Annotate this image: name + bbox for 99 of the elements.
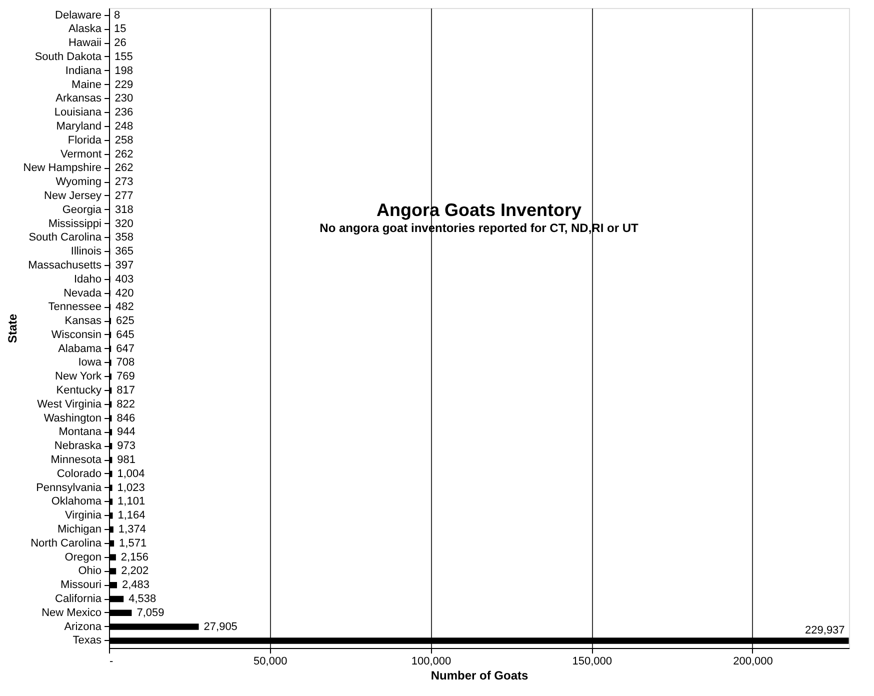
x-axis-title: Number of Goats	[430, 668, 528, 682]
x-tick-label: 50,000	[254, 656, 288, 668]
data-label: 708	[116, 356, 135, 369]
data-label: 262	[114, 148, 134, 160]
y-tick-label: New York	[55, 370, 102, 383]
data-label: 403	[115, 273, 134, 286]
y-tick-label: Pennsylvania	[36, 482, 102, 494]
y-tick-label: Michigan	[57, 524, 102, 536]
data-label: 1,023	[117, 482, 145, 494]
y-tick-label: Virginia	[65, 510, 102, 522]
y-tick-label: Nebraska	[54, 440, 102, 452]
data-label: 26	[114, 37, 126, 50]
y-axis-title: State	[5, 314, 20, 344]
y-tick-label: New Jersey	[44, 190, 102, 202]
y-tick-label: Vermont	[60, 148, 102, 160]
data-label: 2,202	[121, 565, 149, 578]
y-tick-label: Mississippi	[48, 218, 102, 230]
data-label: 155	[114, 50, 133, 63]
y-tick-label: South Dakota	[34, 50, 102, 63]
data-label: 846	[116, 412, 136, 424]
x-tick-label: -	[110, 656, 114, 668]
data-label: 2,156	[120, 551, 148, 564]
y-tick-label: Arkansas	[56, 92, 102, 105]
x-tick-label: 200,000	[733, 656, 773, 668]
data-label: 482	[116, 301, 134, 314]
data-label: 229	[114, 78, 134, 91]
data-label: 8	[114, 9, 120, 22]
y-tick-label: Massachusetts	[28, 259, 102, 272]
data-label: 1,164	[118, 510, 146, 522]
y-tick-label: Wisconsin	[51, 328, 102, 341]
data-label: 236	[114, 106, 134, 119]
data-label: 625	[116, 315, 134, 328]
y-tick-label: New Hampshire	[23, 162, 102, 174]
data-label: 27,905	[204, 620, 238, 633]
y-tick-label: Illinois	[70, 246, 102, 258]
data-label: 420	[115, 287, 134, 300]
y-tick-label: Oregon	[64, 551, 102, 564]
y-tick-label: South Carolina	[28, 232, 102, 244]
data-label: 229,937	[805, 624, 845, 637]
y-tick-label: West Virginia	[37, 398, 102, 410]
y-tick-label: Iowa	[78, 356, 102, 369]
data-label: 248	[114, 120, 134, 132]
data-label: 981	[117, 454, 136, 466]
y-tick-label: Alabama	[58, 342, 102, 355]
y-tick-label: Delaware	[55, 9, 102, 22]
data-label: 318	[115, 204, 134, 216]
y-tick-label: Tennessee	[48, 301, 102, 314]
y-tick-label: Ohio	[78, 565, 102, 578]
y-tick-label: Louisiana	[54, 106, 102, 119]
y-tick-label: Wyoming	[56, 176, 102, 188]
data-label: 198	[114, 64, 133, 77]
x-tick-label: 150,000	[572, 656, 612, 668]
data-label: 645	[116, 328, 134, 341]
y-tick-label: Arizona	[64, 620, 102, 633]
y-tick-label: Kansas	[64, 315, 102, 328]
y-tick-label: New Mexico	[42, 606, 102, 619]
y-tick-label: North Carolina	[30, 537, 102, 550]
data-label: 769	[116, 370, 135, 383]
y-tick-label: Minnesota	[50, 454, 102, 466]
data-label: 262	[114, 162, 134, 174]
data-label: 7,059	[136, 606, 164, 619]
y-tick-label: Florida	[68, 134, 102, 146]
data-label: 944	[117, 426, 136, 438]
y-tick-label: Washington	[44, 412, 102, 424]
data-label: 358	[115, 232, 134, 244]
data-label: 230	[114, 92, 134, 105]
y-tick-label: Maryland	[56, 120, 102, 132]
data-label: 973	[117, 440, 136, 452]
y-tick-label: Indiana	[65, 64, 102, 77]
data-label: 365	[115, 246, 134, 258]
y-tick-label: Colorado	[56, 468, 102, 480]
data-label: 1,374	[118, 524, 146, 536]
y-tick-label: Texas	[72, 634, 102, 647]
y-tick-label: Oklahoma	[51, 496, 102, 508]
data-label: 1,101	[118, 496, 146, 508]
y-tick-label: Alaska	[68, 23, 102, 36]
data-label: 1,571	[119, 537, 147, 550]
data-label: 4,538	[128, 593, 156, 606]
data-label: 817	[116, 384, 135, 397]
data-label: 822	[116, 398, 136, 410]
data-label: 1,004	[117, 468, 145, 480]
y-tick-label: California	[55, 593, 102, 606]
data-label: 397	[115, 259, 134, 272]
data-label: 273	[114, 176, 134, 188]
data-label: 258	[114, 134, 134, 146]
y-tick-label: Nevada	[64, 287, 102, 300]
data-label: 647	[116, 342, 134, 355]
x-tick-label: 100,000	[411, 656, 452, 668]
y-tick-label: Idaho	[74, 273, 102, 286]
y-tick-label: Hawaii	[68, 37, 102, 50]
data-label: 15	[114, 23, 126, 36]
y-tick-label: Maine	[72, 78, 102, 91]
data-label: 277	[114, 190, 134, 202]
data-label: 2,483	[122, 579, 150, 592]
y-tick-label: Missouri	[60, 579, 102, 592]
y-tick-label: Kentucky	[56, 384, 102, 397]
y-tick-label: Georgia	[62, 204, 102, 216]
data-label: 320	[115, 218, 134, 230]
y-tick-label: Montana	[58, 426, 102, 438]
